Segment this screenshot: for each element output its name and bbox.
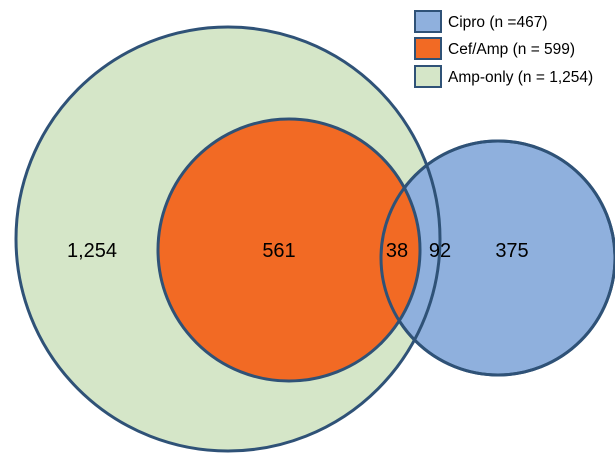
region-label-cef-amp-cipro: 38 xyxy=(386,240,408,262)
legend-item-cipro: Cipro (n =467) xyxy=(414,10,548,33)
region-label-cef-amp-only: 561 xyxy=(262,240,295,262)
legend-swatch-cipro xyxy=(414,10,442,33)
legend: Cipro (n =467) Cef/Amp (n = 599) Amp-onl… xyxy=(414,10,593,88)
legend-swatch-cef-amp xyxy=(414,37,442,60)
cef-amp-circle xyxy=(156,117,422,383)
region-label-amp-cipro: 92 xyxy=(429,240,451,262)
cipro-outline xyxy=(379,139,615,377)
amp-outline-in-cipro xyxy=(381,141,442,375)
legend-swatch-amp-only xyxy=(414,65,442,88)
legend-label-cipro: Cipro (n =467) xyxy=(448,14,548,31)
legend-label-cef-amp: Cef/Amp (n = 599) xyxy=(448,41,575,58)
legend-item-cef-amp: Cef/Amp (n = 599) xyxy=(414,37,575,60)
region-label-cipro-only: 375 xyxy=(495,240,528,262)
legend-label-amp-only: Amp-only (n = 1,254) xyxy=(448,69,593,86)
legend-item-amp-only: Amp-only (n = 1,254) xyxy=(414,65,593,88)
region-label-amp-only: 1,254 xyxy=(67,240,117,262)
